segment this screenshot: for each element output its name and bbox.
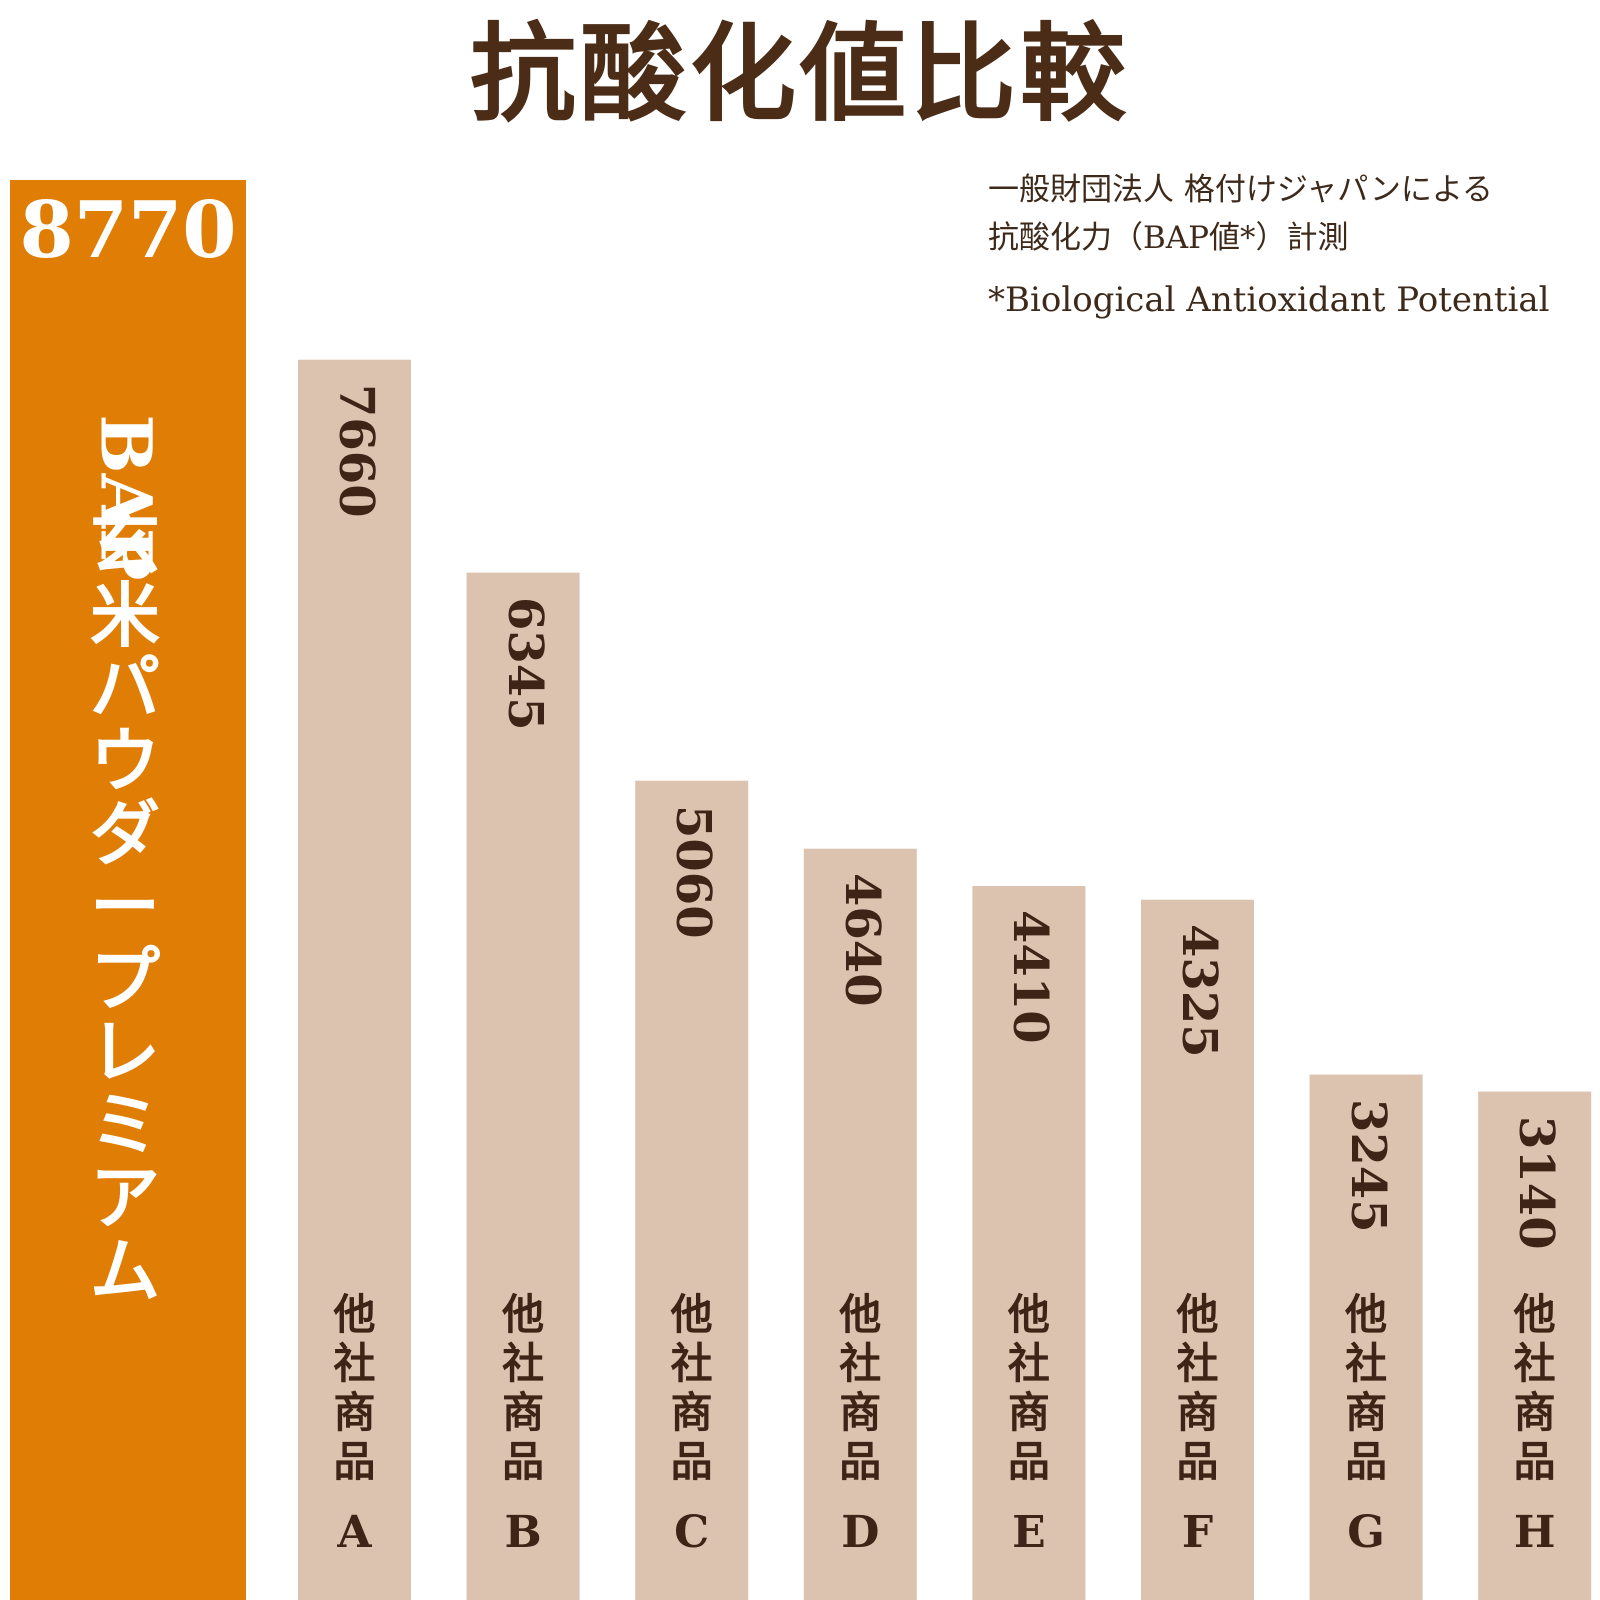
bar-highlight — [10, 180, 246, 1600]
bar-product-a — [298, 359, 411, 1600]
value-label-e: 4410 — [1002, 909, 1059, 1044]
value-label-d: 4640 — [833, 872, 890, 1007]
highlight-product-prefix: BAP — [84, 414, 168, 581]
chart-title: 抗酸化値比較 — [470, 11, 1130, 136]
bar-product-c — [635, 780, 749, 1600]
value-label-f: 4325 — [1171, 923, 1227, 1058]
bar-product-f — [1141, 899, 1254, 1600]
value-label-a: 7660 — [328, 383, 384, 518]
note-footnote: *Biological Antioxidant Potential — [988, 280, 1550, 320]
value-label-highlight: 8770 — [19, 185, 237, 276]
bar-product-b — [466, 572, 580, 1600]
note-line-1: 一般財団法人 格付けジャパンによる — [988, 172, 1493, 208]
value-label-b: 6345 — [496, 596, 553, 731]
value-label-h: 3140 — [1508, 1115, 1565, 1250]
note-line-2: 抗酸化力（BAP値*）計測 — [988, 220, 1349, 256]
highlight-product-name: BAP 玄米パウダープレミアム — [84, 414, 168, 1312]
value-label-c: 5060 — [665, 804, 722, 939]
bar-product-h — [1478, 1091, 1592, 1600]
bar-product-d — [803, 848, 917, 1600]
value-label-g: 3245 — [1339, 1098, 1396, 1233]
bar-product-g — [1309, 1074, 1423, 1600]
measurement-note: 一般財団法人 格付けジャパンによる 抗酸化力（BAP値*）計測 *Biologi… — [988, 166, 1550, 324]
bar-product-e — [972, 885, 1086, 1600]
